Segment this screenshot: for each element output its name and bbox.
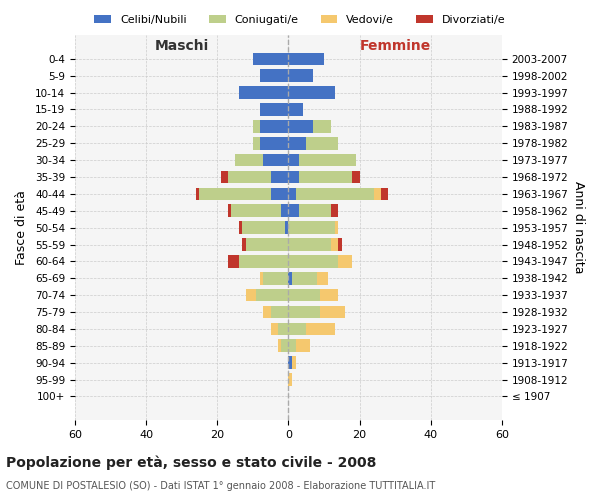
Bar <box>289 356 292 369</box>
Bar <box>271 322 278 335</box>
Text: Maschi: Maschi <box>155 40 209 54</box>
Bar <box>289 154 299 166</box>
Bar <box>289 70 313 82</box>
Bar <box>196 188 199 200</box>
Bar <box>299 204 331 217</box>
Bar <box>335 222 338 234</box>
Bar <box>256 289 289 302</box>
Bar <box>260 103 289 116</box>
Bar <box>281 340 289 352</box>
Bar <box>320 289 338 302</box>
Bar <box>239 222 242 234</box>
Bar <box>263 272 289 284</box>
Bar <box>278 322 289 335</box>
Bar <box>253 52 289 65</box>
Bar <box>242 222 285 234</box>
Bar <box>260 120 289 132</box>
Bar <box>306 137 338 149</box>
Bar <box>271 306 289 318</box>
Bar <box>199 188 271 200</box>
Bar <box>289 103 302 116</box>
Bar <box>381 188 388 200</box>
Text: Popolazione per età, sesso e stato civile - 2008: Popolazione per età, sesso e stato civil… <box>6 456 376 470</box>
Bar <box>221 170 228 183</box>
Bar <box>228 204 232 217</box>
Bar <box>320 306 346 318</box>
Bar <box>289 86 335 99</box>
Text: Femmine: Femmine <box>359 40 431 54</box>
Y-axis label: Fasce di età: Fasce di età <box>15 190 28 265</box>
Bar <box>281 204 289 217</box>
Bar <box>299 154 356 166</box>
Bar <box>331 204 338 217</box>
Bar <box>289 373 292 386</box>
Bar <box>260 272 263 284</box>
Bar <box>338 255 352 268</box>
Bar <box>239 86 289 99</box>
Bar <box>352 170 359 183</box>
Bar <box>289 120 313 132</box>
Bar <box>313 120 331 132</box>
Legend: Celibi/Nubili, Coniugati/e, Vedovi/e, Divorziati/e: Celibi/Nubili, Coniugati/e, Vedovi/e, Di… <box>90 10 510 29</box>
Bar <box>245 289 256 302</box>
Bar <box>245 238 289 251</box>
Bar <box>292 272 317 284</box>
Bar <box>338 238 342 251</box>
Bar <box>299 170 352 183</box>
Bar <box>253 120 260 132</box>
Bar <box>253 137 260 149</box>
Bar <box>260 70 289 82</box>
Bar <box>242 238 245 251</box>
Bar <box>235 154 263 166</box>
Bar <box>289 222 335 234</box>
Bar <box>289 289 320 302</box>
Bar <box>289 52 324 65</box>
Bar <box>260 137 289 149</box>
Bar <box>228 170 271 183</box>
Bar <box>289 272 292 284</box>
Bar <box>263 154 289 166</box>
Bar <box>374 188 381 200</box>
Bar <box>289 255 338 268</box>
Bar <box>278 340 281 352</box>
Bar <box>289 137 306 149</box>
Bar <box>331 238 338 251</box>
Bar <box>271 188 289 200</box>
Bar <box>296 188 374 200</box>
Bar <box>296 340 310 352</box>
Bar <box>263 306 271 318</box>
Bar <box>289 306 320 318</box>
Bar <box>271 170 289 183</box>
Bar <box>285 222 289 234</box>
Y-axis label: Anni di nascita: Anni di nascita <box>572 182 585 274</box>
Bar <box>317 272 328 284</box>
Text: COMUNE DI POSTALESIO (SO) - Dati ISTAT 1° gennaio 2008 - Elaborazione TUTTITALIA: COMUNE DI POSTALESIO (SO) - Dati ISTAT 1… <box>6 481 435 491</box>
Bar <box>292 356 296 369</box>
Bar <box>289 204 299 217</box>
Bar <box>289 188 296 200</box>
Bar <box>289 238 331 251</box>
Bar <box>239 255 289 268</box>
Bar <box>232 204 281 217</box>
Bar <box>289 322 306 335</box>
Bar <box>306 322 335 335</box>
Bar <box>289 170 299 183</box>
Bar <box>289 340 296 352</box>
Bar <box>228 255 239 268</box>
